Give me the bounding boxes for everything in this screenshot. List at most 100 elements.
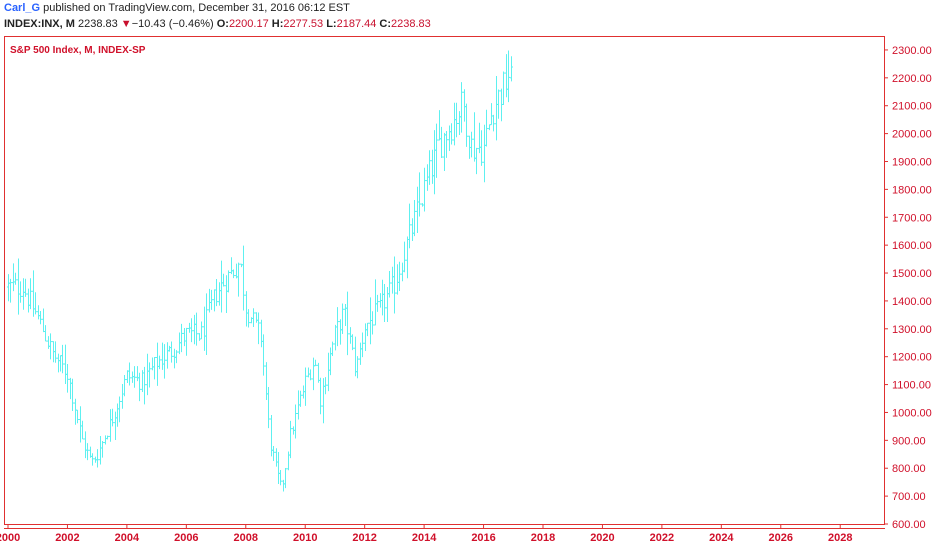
y-tick-label: 600.00 (892, 519, 926, 531)
price-bar (245, 291, 248, 327)
x-tick-label: 2002 (55, 532, 79, 544)
price-change: −10.43 (−0.46%) (131, 18, 214, 30)
price-bar (104, 435, 107, 445)
price-bar (190, 318, 193, 343)
price-bar (22, 278, 25, 310)
price-bar (374, 279, 377, 326)
price-bar (49, 333, 52, 360)
price-bar (376, 294, 379, 312)
x-tick-label: 2024 (709, 532, 734, 544)
price-bar (341, 303, 344, 335)
price-bar (507, 50, 510, 103)
price-bar (356, 356, 359, 379)
price-bar (153, 356, 156, 380)
x-tick-label: 2012 (352, 532, 376, 544)
price-bar (260, 319, 263, 348)
close-label: C: (379, 18, 392, 30)
y-tick-label: 1000.00 (892, 407, 932, 419)
price-bar (116, 403, 119, 427)
chart-header: Carl_G published on TradingView.com, Dec… (4, 2, 932, 34)
publish-info: published on TradingView.com, December 3… (43, 2, 350, 14)
price-bar (237, 262, 240, 297)
price-bar (354, 336, 357, 377)
price-bar (336, 307, 339, 347)
price-bar (106, 435, 109, 440)
price-bar (200, 321, 203, 340)
price-bars (7, 50, 513, 492)
price-bar (322, 378, 325, 424)
open-label: O: (216, 18, 229, 30)
price-bar (131, 371, 134, 383)
price-bar (227, 270, 230, 293)
price-bar (156, 342, 159, 386)
price-bar (47, 336, 50, 349)
x-tick-label: 2016 (471, 532, 495, 544)
price-bar (475, 147, 478, 175)
price-bar (470, 131, 473, 158)
price-bar (408, 203, 411, 249)
price-bar (334, 324, 337, 351)
price-bar (317, 362, 320, 383)
price-bar (391, 266, 394, 294)
price-bar (37, 305, 40, 320)
price-bar (86, 443, 89, 461)
price-bar (346, 291, 349, 356)
price-bar (168, 345, 171, 352)
y-tick-label: 2000.00 (892, 129, 932, 141)
price-bar (294, 404, 297, 439)
x-tick-label: 2006 (174, 532, 198, 544)
price-bar (416, 186, 419, 233)
price-bar (361, 332, 364, 358)
x-tick-label: 2018 (531, 532, 555, 544)
price-bar (502, 71, 505, 105)
price-bar (401, 262, 404, 282)
price-bar (17, 258, 20, 315)
price-axis[interactable]: 600.00 700.00 800.00 900.00 1000.00 1100.00 12… (884, 45, 932, 531)
price-bar (111, 408, 114, 427)
price-bar (178, 332, 181, 355)
y-tick-label: 1500.00 (892, 268, 932, 280)
x-tick-label: 2022 (650, 532, 674, 544)
price-bar (262, 334, 265, 376)
y-tick-label: 1700.00 (892, 212, 932, 224)
price-bar (170, 341, 173, 363)
price-bar (307, 367, 310, 378)
price-bar (386, 286, 389, 322)
price-bar (371, 311, 374, 335)
price-bar (349, 327, 352, 344)
price-bar (235, 263, 238, 279)
price-bar (96, 449, 99, 468)
price-bar (505, 54, 508, 98)
price-bar (76, 409, 79, 424)
y-tick-label: 2300.00 (892, 45, 932, 57)
price-bar (455, 102, 458, 138)
price-bar (510, 56, 513, 82)
price-bar (423, 167, 426, 212)
price-bar (39, 310, 42, 325)
price-bar (383, 283, 386, 322)
price-bar (312, 357, 315, 391)
x-tick-label: 2004 (115, 532, 140, 544)
price-bar (433, 130, 436, 195)
price-bar (314, 359, 317, 367)
price-bar (458, 111, 461, 135)
time-axis[interactable]: 2000 2002 2004 2006 2008 2010 2012 2014 2016 2018… (0, 524, 852, 544)
x-tick-label: 2010 (293, 532, 317, 544)
price-bar (19, 281, 22, 303)
price-bar (7, 274, 10, 302)
y-tick-label: 1400.00 (892, 296, 932, 308)
y-tick-label: 1900.00 (892, 156, 932, 168)
price-bar (161, 342, 164, 370)
price-bar (29, 278, 32, 310)
price-bar (203, 306, 206, 351)
y-tick-label: 1100.00 (892, 380, 931, 392)
price-bar (198, 333, 201, 341)
price-bar (91, 453, 94, 466)
price-bar (418, 172, 421, 217)
author-link[interactable]: Carl_G (4, 2, 41, 14)
price-bar (411, 218, 414, 242)
price-bar (289, 420, 292, 459)
price-bar (74, 398, 77, 425)
x-tick-label: 2028 (828, 532, 852, 544)
